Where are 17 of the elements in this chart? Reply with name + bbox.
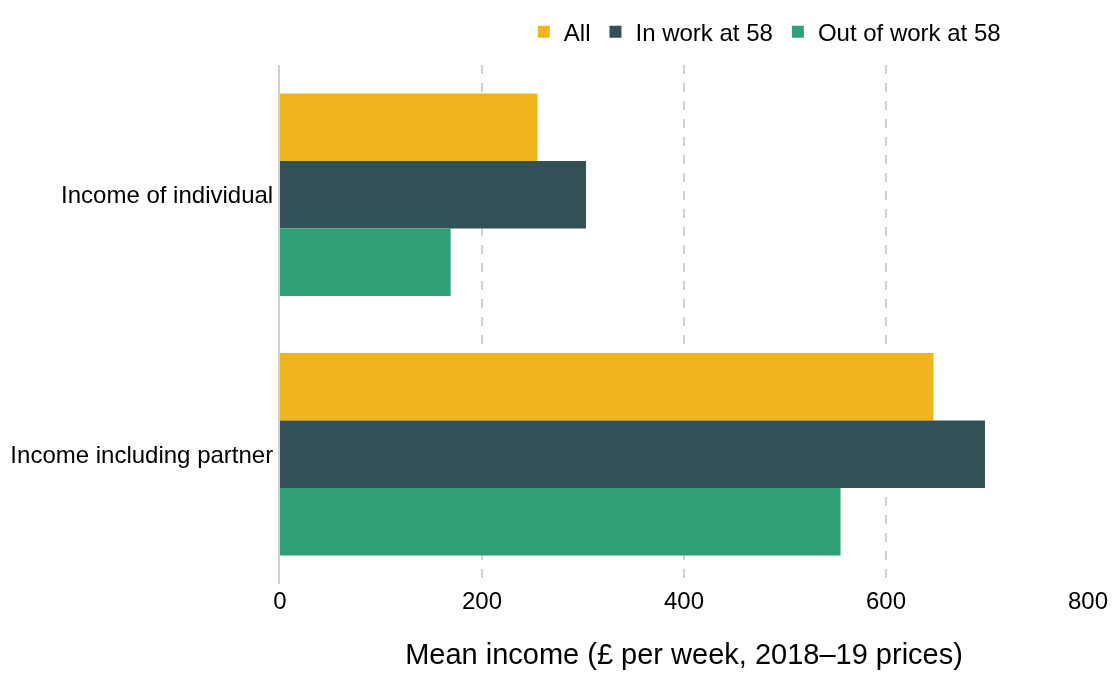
bar (280, 93, 538, 162)
legend-label: In work at 58 (635, 19, 773, 47)
x-tick-label: 0 (273, 587, 287, 614)
x-tick-label: 200 (461, 587, 503, 614)
y-tick-label: Income including partner (10, 440, 274, 468)
x-tick-label: 400 (663, 587, 705, 614)
legend-label: All (563, 19, 591, 47)
x-tick-label: 800 (1067, 587, 1109, 614)
bar (280, 161, 587, 229)
x-tick-label: 600 (865, 587, 907, 614)
legend-label: Out of work at 58 (817, 19, 1001, 47)
bar (280, 353, 934, 421)
bar (280, 487, 841, 556)
bar (280, 228, 451, 296)
x-axis-title: Mean income (£ per week, 2018–19 prices) (405, 637, 963, 670)
bar (280, 420, 985, 488)
y-tick-label: Income of individual (61, 181, 274, 209)
